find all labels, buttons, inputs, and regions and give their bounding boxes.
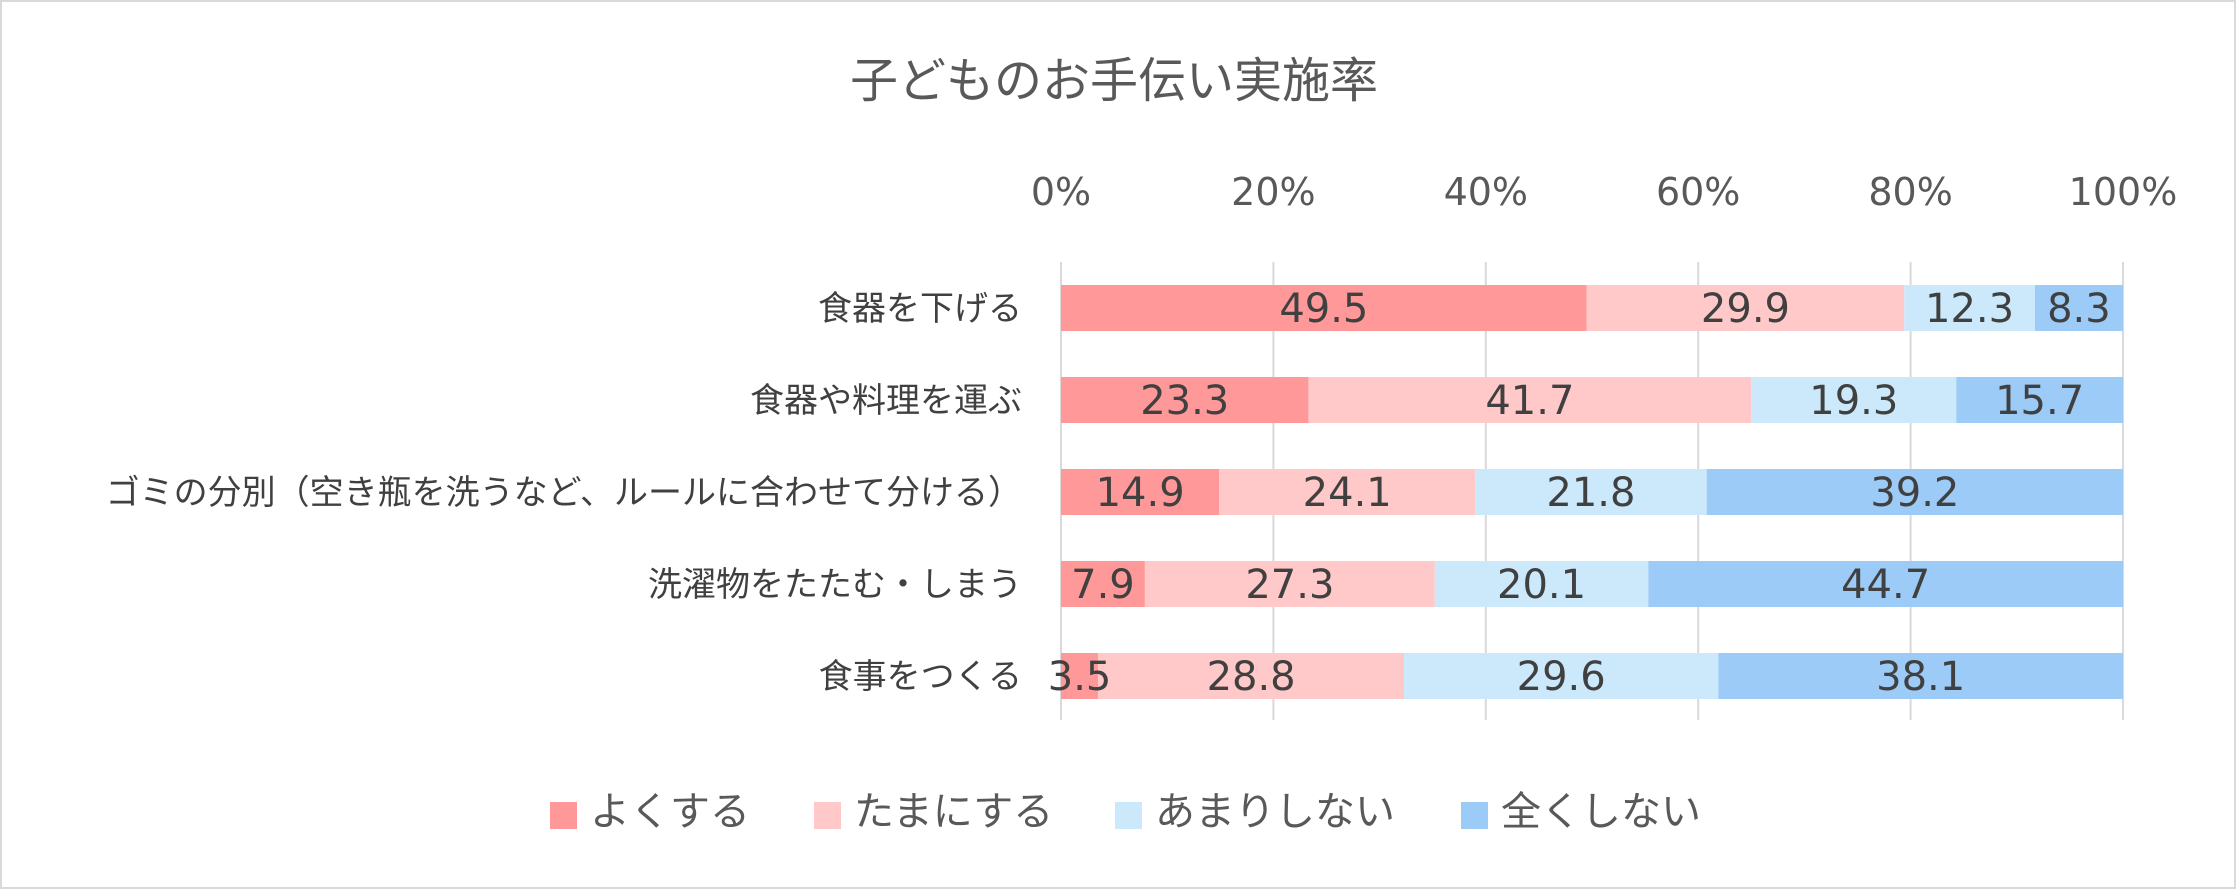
bar-segment	[1475, 469, 1707, 515]
legend-label: あまりしない	[1155, 789, 1395, 835]
bar-segments	[1061, 285, 2123, 699]
bar-segment	[1404, 653, 1719, 699]
bar-segment	[1144, 561, 1435, 607]
chart-title: 子どものお手伝い実施率	[850, 53, 1378, 109]
bar-segment	[1751, 377, 1957, 423]
data-label: 49.5	[1279, 286, 1368, 332]
data-label: 21.8	[1546, 470, 1635, 516]
category-labels: 食器を下げる食器や料理を運ぶゴミの分別（空き瓶を洗うなど、ルールに合わせて分ける…	[106, 289, 1022, 697]
bar-segment	[1956, 377, 2123, 423]
data-label: 41.7	[1485, 378, 1574, 424]
bar-segment	[1061, 285, 1587, 331]
bar-segment	[1098, 653, 1405, 699]
legend-swatch	[814, 802, 841, 829]
x-tick-label: 80%	[1868, 170, 1952, 214]
x-tick-label: 40%	[1444, 170, 1528, 214]
data-label: 28.8	[1207, 654, 1296, 700]
legend-swatch	[1461, 802, 1488, 829]
x-tick-label: 100%	[2069, 170, 2178, 214]
data-label: 27.3	[1245, 562, 1334, 608]
x-tick-label: 20%	[1231, 170, 1315, 214]
bar-segment	[1434, 561, 1649, 607]
data-label: 29.9	[1701, 286, 1790, 332]
data-label: 3.5	[1048, 654, 1112, 700]
category-label: 食器や料理を運ぶ	[750, 381, 1022, 421]
legend-swatch	[1115, 802, 1142, 829]
legend-label: 全くしない	[1501, 789, 1701, 835]
bar-segment	[1308, 377, 1752, 423]
bar-segment	[1586, 285, 1905, 331]
x-tick-label: 60%	[1656, 170, 1740, 214]
data-label: 7.9	[1071, 562, 1135, 608]
bar-segment	[1904, 285, 2035, 331]
data-label: 12.3	[1925, 286, 2014, 332]
bar-segment	[2034, 285, 2123, 331]
category-label: ゴミの分別（空き瓶を洗うなど、ルールに合わせて分ける）	[106, 473, 1022, 513]
bar-segment	[1061, 469, 1220, 515]
bar-segment	[1219, 469, 1476, 515]
bar-segment	[1061, 377, 1309, 423]
legend: よくする たまにする あまりしない 全くしない	[550, 789, 1701, 835]
data-label: 24.1	[1303, 470, 1392, 516]
data-label: 20.1	[1497, 562, 1586, 608]
legend-label: よくする	[590, 789, 750, 835]
data-label: 23.3	[1140, 378, 1229, 424]
legend-label: たまにする	[854, 789, 1053, 835]
bar-segment	[1648, 561, 2123, 607]
bar-segment	[1706, 469, 2123, 515]
bar-segment	[1718, 653, 2123, 699]
x-axis-ticks: 0% 20% 40% 60% 80% 100%	[1031, 170, 2177, 214]
data-label: 38.1	[1876, 654, 1965, 700]
bar-segment	[1061, 561, 1145, 607]
category-label: 食器を下げる	[818, 289, 1022, 329]
data-label: 8.3	[2047, 286, 2111, 332]
data-label: 15.7	[1995, 378, 2084, 424]
data-label: 39.2	[1870, 470, 1959, 516]
category-label: 洗濯物をたたむ・しまう	[648, 565, 1022, 605]
data-label: 29.6	[1517, 654, 1606, 700]
legend-swatch	[550, 802, 577, 829]
bar-segment	[1061, 653, 1099, 699]
data-labels: 49.5 29.9 12.3 8.3 23.3 41.7 19.3 15.7 14.9 24.1 2…	[1048, 286, 2111, 700]
data-label: 19.3	[1809, 378, 1898, 424]
x-tick-label: 0%	[1031, 170, 1091, 214]
data-label: 14.9	[1096, 470, 1185, 516]
data-label: 44.7	[1841, 562, 1930, 608]
category-label: 食事をつくる	[819, 657, 1022, 697]
